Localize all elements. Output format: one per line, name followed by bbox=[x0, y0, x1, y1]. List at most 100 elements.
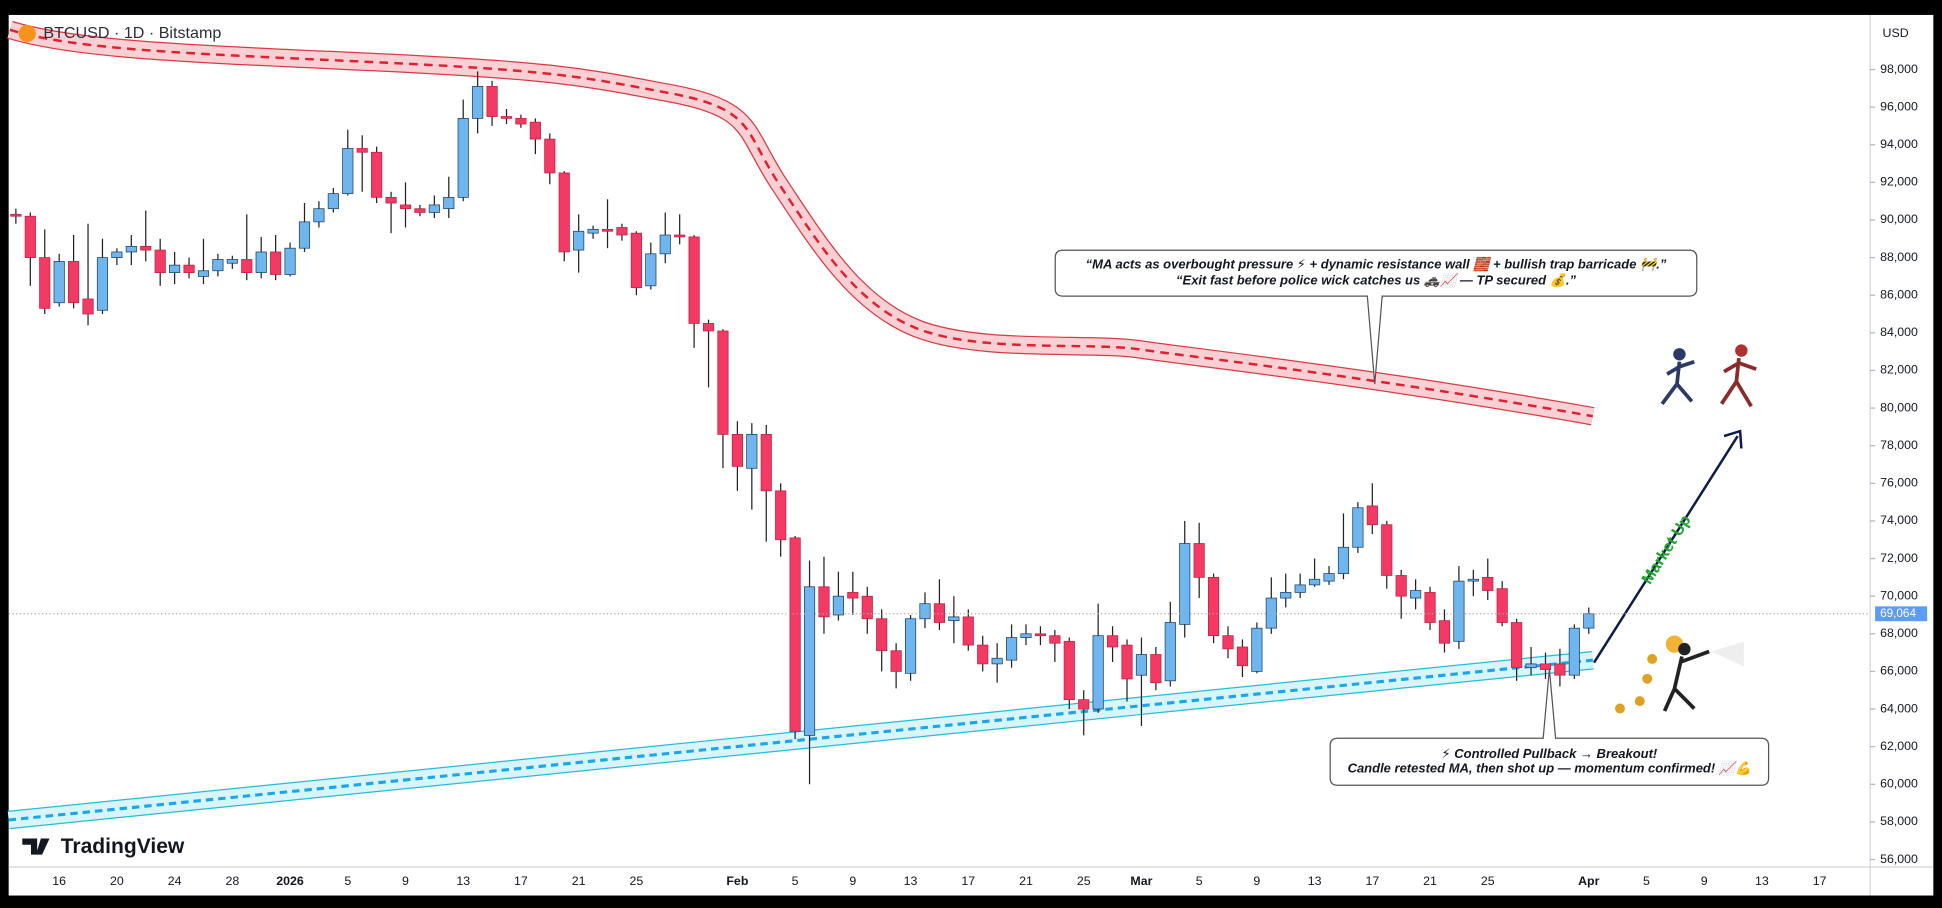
x-tick-label: 16 bbox=[52, 874, 66, 888]
x-tick-label: Apr bbox=[1578, 874, 1599, 888]
candle-body bbox=[1063, 640, 1075, 701]
x-tick-label: 5 bbox=[344, 874, 351, 888]
candle-body bbox=[111, 251, 123, 258]
x-tick-label: 5 bbox=[1643, 874, 1650, 888]
candle-body bbox=[414, 208, 426, 213]
candle-body bbox=[1020, 633, 1032, 638]
candle-body bbox=[169, 264, 181, 274]
x-tick-label: 13 bbox=[456, 874, 470, 888]
candle-body bbox=[255, 251, 267, 274]
y-tick-label: 64,000 bbox=[1880, 701, 1918, 715]
candle-body bbox=[544, 138, 556, 174]
candle-body bbox=[616, 227, 628, 236]
candle-body bbox=[890, 650, 902, 672]
candle-body bbox=[140, 245, 152, 251]
candle-body bbox=[1453, 580, 1465, 642]
candle-body bbox=[1511, 622, 1523, 669]
candle-body bbox=[125, 245, 137, 253]
candle-body bbox=[1366, 505, 1378, 526]
candle-body bbox=[746, 434, 758, 469]
candle-body bbox=[601, 229, 614, 232]
candle-body bbox=[1208, 576, 1220, 637]
candle-body bbox=[443, 197, 455, 210]
x-tick-label: 9 bbox=[849, 874, 856, 888]
candle-body bbox=[183, 264, 195, 274]
x-tick-label: Mar bbox=[1130, 874, 1152, 888]
candle-body bbox=[1121, 644, 1133, 680]
candle-body bbox=[717, 330, 729, 435]
callout-box bbox=[1329, 668, 1770, 786]
last-price-label: 69,064 bbox=[1880, 607, 1916, 620]
candle-body bbox=[1294, 584, 1306, 593]
plot bbox=[10, 71, 1595, 785]
candle-body bbox=[659, 234, 671, 255]
candle-body bbox=[573, 230, 585, 251]
symbol-title: BTCUSD · 1D · Bitstamp bbox=[43, 24, 221, 42]
candle-body bbox=[1438, 620, 1451, 644]
y-tick-label: 82,000 bbox=[1880, 363, 1918, 377]
candle-body bbox=[1078, 699, 1090, 710]
y-tick-label: 68,000 bbox=[1880, 626, 1918, 640]
candle-body bbox=[962, 616, 974, 646]
candle-body bbox=[428, 204, 440, 213]
candle-body bbox=[1034, 633, 1046, 637]
candle-body bbox=[1323, 573, 1335, 582]
callout-box bbox=[1054, 249, 1698, 385]
candle-body bbox=[24, 215, 36, 258]
x-tick-label: 9 bbox=[402, 874, 409, 888]
candle-body bbox=[1482, 576, 1494, 591]
arrow bbox=[1592, 435, 1739, 664]
x-tick-label: 21 bbox=[572, 874, 586, 888]
candle-body bbox=[342, 148, 354, 195]
candle-body bbox=[789, 537, 801, 732]
brand: TradingView bbox=[61, 835, 185, 858]
candle-body bbox=[486, 86, 498, 117]
annotation-line: “Exit fast before police wick catches us… bbox=[1176, 273, 1576, 289]
candle-body bbox=[1539, 663, 1552, 670]
candle-body bbox=[1395, 575, 1407, 597]
y-tick-label: 80,000 bbox=[1880, 400, 1918, 414]
x-tick-label: 17 bbox=[514, 874, 528, 888]
annotation-line: Candle retested MA, then shot up — momen… bbox=[1348, 761, 1753, 776]
x-tick-label: 17 bbox=[961, 874, 975, 888]
x-tick-label: 17 bbox=[1813, 874, 1827, 888]
y-tick-label: 56,000 bbox=[1880, 852, 1918, 866]
x-tick-label: 25 bbox=[1481, 874, 1495, 888]
candle-body bbox=[226, 259, 238, 264]
x-tick-label: 17 bbox=[1365, 874, 1379, 888]
candle-body bbox=[298, 221, 311, 249]
y-tick-label: 86,000 bbox=[1880, 287, 1918, 301]
x-tick-label: Feb bbox=[726, 874, 748, 888]
y-tick-label: 66,000 bbox=[1880, 664, 1918, 678]
candle-body bbox=[1568, 627, 1580, 676]
candle-body bbox=[1251, 627, 1263, 672]
candle-body bbox=[472, 86, 484, 119]
candle-body bbox=[630, 232, 642, 289]
candle-body bbox=[154, 249, 166, 274]
candle-body bbox=[1496, 588, 1508, 623]
candle-body bbox=[1410, 590, 1422, 599]
y-tick-label: 76,000 bbox=[1880, 476, 1918, 490]
x-tick-label: 13 bbox=[1755, 874, 1769, 888]
candle-body bbox=[385, 197, 397, 204]
x-tick-label: 21 bbox=[1423, 874, 1437, 888]
candle-body bbox=[1381, 524, 1393, 576]
y-tick-label: 70,000 bbox=[1880, 588, 1918, 602]
candle-body bbox=[1193, 543, 1205, 578]
y-tick-label: 78,000 bbox=[1880, 438, 1918, 452]
candle-body bbox=[919, 603, 931, 620]
candle-body bbox=[1525, 663, 1537, 669]
candle-body bbox=[688, 236, 700, 324]
candle-body bbox=[1424, 592, 1436, 623]
x-tick-label: 2026 bbox=[276, 874, 304, 888]
candle-body bbox=[832, 595, 844, 616]
candle-body bbox=[53, 260, 65, 304]
candle-body bbox=[674, 234, 686, 238]
y-tick-label: 98,000 bbox=[1880, 62, 1918, 76]
candle-body bbox=[284, 247, 296, 275]
y-tick-label: 58,000 bbox=[1880, 814, 1918, 828]
candle-body bbox=[1467, 578, 1479, 582]
candle-body bbox=[399, 204, 412, 210]
candle-body bbox=[10, 213, 22, 217]
